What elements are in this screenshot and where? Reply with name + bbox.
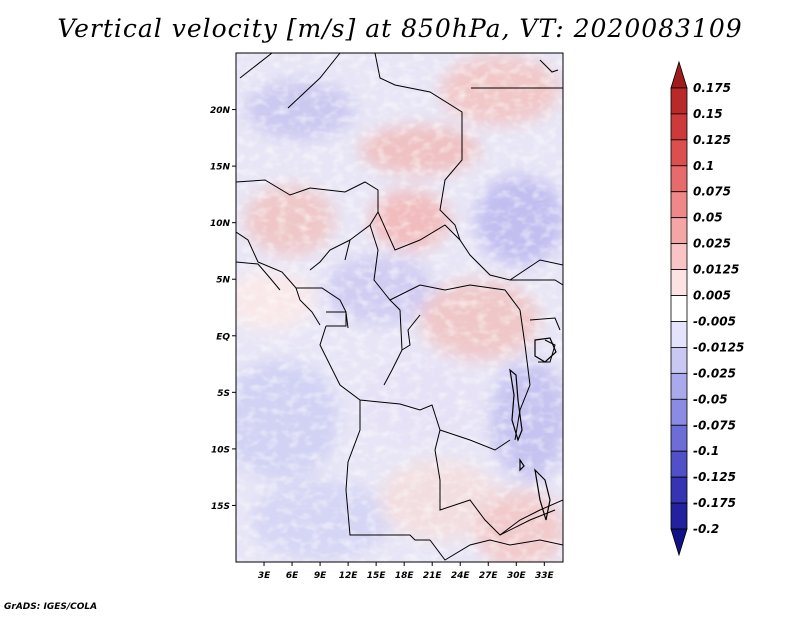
- colorbar-label: -0.075: [693, 418, 736, 432]
- longitude-axis: 3E 6E 9E 12E 15E 18E 21E 24E 27E 30E 33E: [258, 562, 555, 581]
- colorbar-segment: [670, 372, 688, 400]
- lat-tick-label: 10S: [211, 445, 230, 455]
- colorbar-segment: [670, 87, 688, 115]
- lat-tick-label: 15N: [210, 163, 231, 173]
- lon-tick-label: 30E: [507, 571, 527, 581]
- colorbar-label: -0.1: [693, 444, 719, 458]
- lon-tick-label: 9E: [314, 571, 327, 581]
- colorbar-label: 0.1: [693, 159, 714, 173]
- lon-tick-label: 21E: [423, 571, 443, 581]
- colorbar-segment: [670, 113, 688, 141]
- country-borders: [236, 53, 563, 561]
- colorbar-label: -0.005: [693, 314, 736, 328]
- colorbar-segment: [670, 191, 688, 219]
- lon-tick-label: 6E: [286, 571, 299, 581]
- lat-tick-label: 5N: [216, 276, 230, 286]
- latitude-axis: 20N 15N 10N 5N EQ 5S 10S 15S: [210, 106, 236, 512]
- colorbar-label: -0.175: [693, 496, 736, 510]
- colorbar-segment: [670, 528, 688, 557]
- lon-tick-label: 33E: [535, 571, 555, 581]
- lat-tick-label: 5S: [217, 389, 230, 399]
- lon-tick-label: 15E: [367, 571, 387, 581]
- lon-tick-label: 12E: [339, 571, 359, 581]
- colorbar: 0.175 0.15 0.125 0.1 0.075 0.05 0.025 0.0125 0.0…: [670, 60, 744, 557]
- lon-tick-label: 18E: [395, 571, 415, 581]
- lat-tick-label: EQ: [216, 332, 230, 342]
- colorbar-label: 0.05: [693, 211, 723, 225]
- colorbar-segment: [670, 269, 688, 296]
- colorbar-segment: [670, 321, 688, 348]
- lat-tick-label: 20N: [210, 106, 231, 116]
- colorbar-label: 0.0125: [693, 263, 739, 277]
- colorbar-segment: [670, 502, 688, 530]
- colorbar-segment: [670, 295, 688, 322]
- colorbar-label: 0.075: [693, 185, 731, 199]
- colorbar-label: 0.175: [693, 81, 731, 95]
- colorbar-segment: [670, 139, 688, 167]
- colorbar-label: 0.125: [693, 133, 731, 147]
- colorbar-segment: [670, 424, 688, 452]
- colorbar-segment: [670, 243, 688, 270]
- colorbar-label: -0.05: [693, 392, 728, 406]
- colorbar-label: 0.005: [693, 289, 731, 303]
- colorbar-segment: [670, 60, 688, 89]
- lat-tick-label: 10N: [210, 219, 231, 229]
- chart-title: Vertical velocity [m/s] at 850hPa, VT: 2…: [57, 14, 743, 43]
- colorbar-label: -0.025: [693, 366, 736, 380]
- lon-tick-label: 3E: [258, 571, 271, 581]
- colorbar-segment: [670, 217, 688, 245]
- grads-credit: GrADS: IGES/COLA: [4, 602, 98, 612]
- lakes: [509, 337, 557, 521]
- colorbar-label: -0.0125: [693, 340, 744, 354]
- map-frame: [235, 52, 564, 563]
- colorbar-label: 0.15: [693, 107, 723, 121]
- lon-tick-label: 27E: [479, 571, 499, 581]
- colorbar-segment: [670, 398, 688, 426]
- colorbar-label: 0.025: [693, 237, 731, 251]
- colorbar-segment: [670, 450, 688, 478]
- colorbar-segment: [670, 347, 688, 374]
- colorbar-segment: [670, 165, 688, 193]
- vertical-velocity-field: [236, 53, 563, 562]
- lat-tick-label: 15S: [211, 502, 230, 512]
- colorbar-segment: [670, 476, 688, 504]
- colorbar-label: -0.125: [693, 470, 736, 484]
- colorbar-label: -0.2: [693, 522, 719, 536]
- lon-tick-label: 24E: [451, 571, 471, 581]
